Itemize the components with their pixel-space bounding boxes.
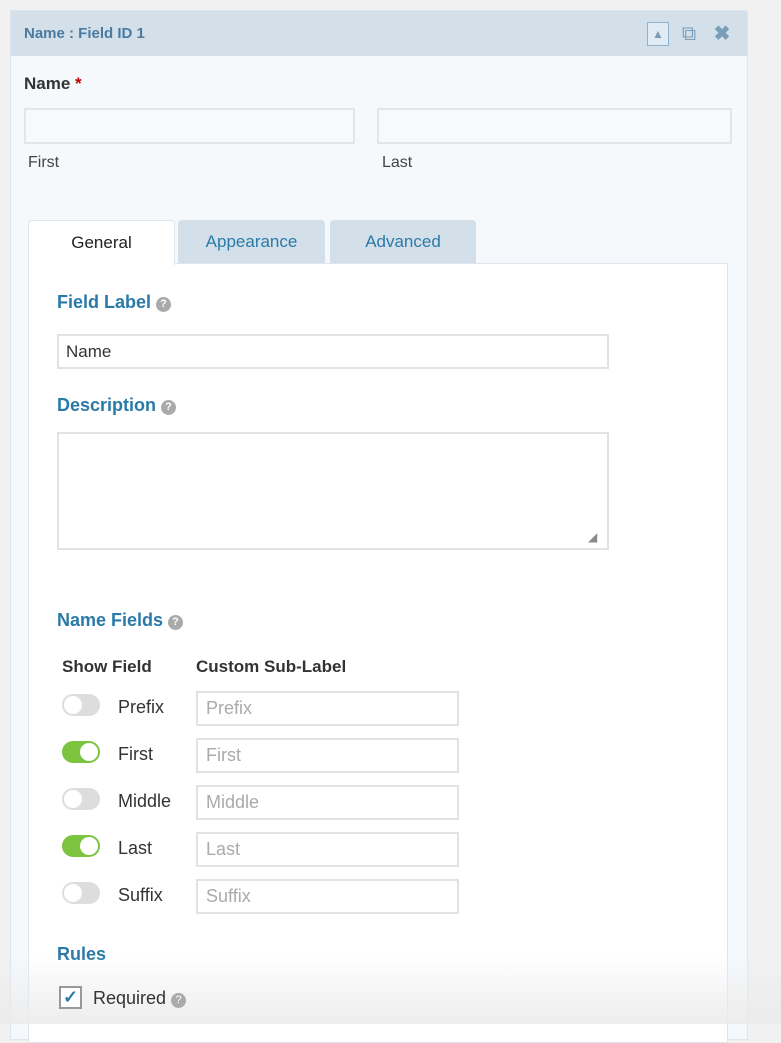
toggle-first[interactable] — [62, 741, 100, 763]
row-label-first: First — [118, 744, 153, 764]
duplicate-icon[interactable]: ⧉ — [681, 23, 697, 45]
toggle-last[interactable] — [62, 835, 100, 857]
preview-label-text: Name — [24, 74, 71, 93]
tab-appearance[interactable]: Appearance — [178, 220, 325, 264]
preview-first-sublabel: First — [28, 154, 60, 171]
preview-last-input[interactable] — [377, 108, 732, 144]
help-icon[interactable]: ? — [161, 400, 177, 415]
help-icon[interactable]: ? — [168, 615, 184, 630]
tab-content-general — [28, 263, 728, 1043]
required-checkbox[interactable]: ✓ — [59, 986, 82, 1009]
description-textarea[interactable] — [57, 432, 609, 550]
sublabel-input-last[interactable]: Last — [196, 832, 459, 867]
field-label-heading-text: Field Label — [57, 292, 152, 312]
rules-heading: Rules — [57, 944, 107, 964]
description-heading-text: Description — [57, 395, 157, 415]
toggle-suffix[interactable] — [62, 882, 100, 904]
required-asterisk: * — [75, 74, 82, 93]
sublabel-input-middle[interactable]: Middle — [196, 785, 459, 820]
field-label-input[interactable]: Name — [57, 334, 609, 369]
show-field-column-header: Show Field — [62, 657, 152, 676]
field-label-heading: Field Label? — [57, 292, 172, 313]
row-label-middle: Middle — [118, 791, 172, 811]
tab-advanced[interactable]: Advanced — [330, 220, 476, 264]
required-label: Required? — [93, 988, 187, 1009]
row-label-last: Last — [118, 838, 153, 858]
help-icon[interactable]: ? — [171, 993, 187, 1008]
sublabel-input-suffix[interactable]: Suffix — [196, 879, 459, 914]
sublabel-input-prefix[interactable]: Prefix — [196, 691, 459, 726]
custom-sublabel-column-header: Custom Sub-Label — [196, 657, 347, 676]
description-heading: Description? — [57, 395, 177, 416]
row-label-prefix: Prefix — [118, 697, 165, 717]
sublabel-input-first[interactable]: First — [196, 738, 459, 773]
required-label-text: Required — [93, 988, 167, 1008]
tab-general[interactable]: General — [28, 220, 175, 265]
preview-last-sublabel: Last — [382, 154, 413, 171]
toggle-middle[interactable] — [62, 788, 100, 810]
row-label-suffix: Suffix — [118, 885, 163, 905]
name-fields-heading-text: Name Fields — [57, 610, 164, 630]
close-icon[interactable]: ✖ — [713, 23, 731, 45]
resize-handle-icon[interactable]: ◢ — [588, 530, 598, 544]
checkmark-icon: ✓ — [62, 987, 79, 1007]
collapse-up-icon[interactable]: ▲ — [647, 22, 669, 46]
toggle-prefix[interactable] — [62, 694, 100, 716]
help-icon[interactable]: ? — [156, 297, 172, 312]
panel-header: Name : Field ID 1 ▲ ⧉ ✖ — [11, 11, 747, 56]
preview-first-input[interactable] — [24, 108, 355, 144]
name-fields-heading: Name Fields? — [57, 610, 184, 631]
panel-title: Name : Field ID 1 — [24, 25, 145, 42]
preview-label: Name * — [24, 74, 82, 94]
